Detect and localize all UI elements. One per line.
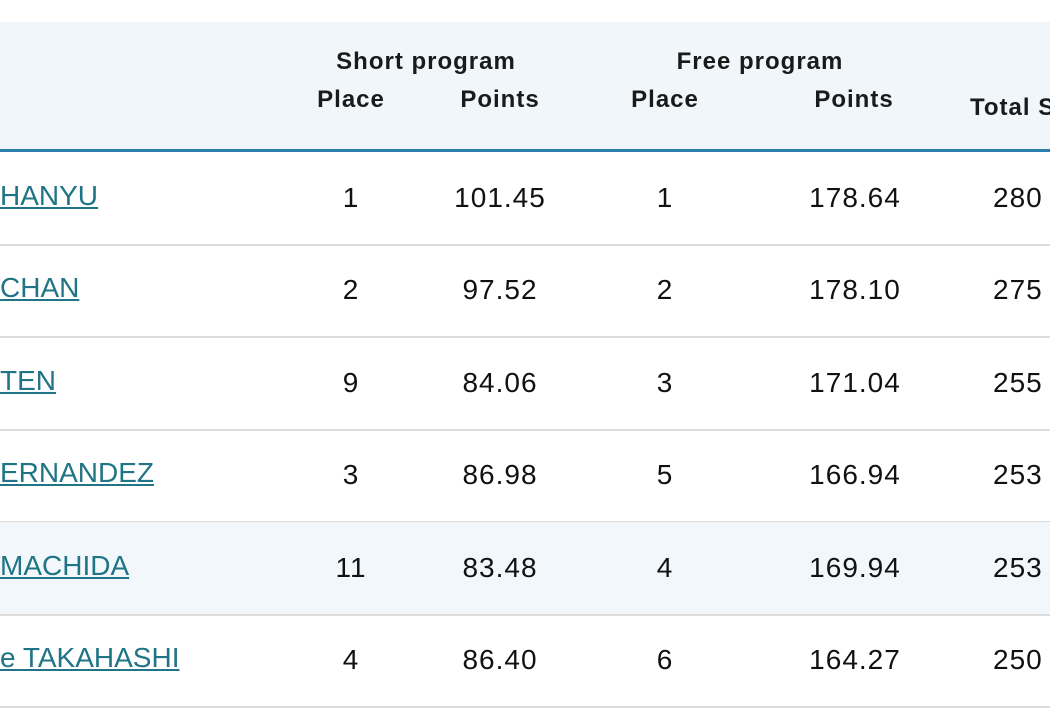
total-score-header: Total S (970, 94, 1050, 121)
fp-place: 1 (656, 182, 674, 213)
fp-place: 6 (656, 644, 674, 675)
fp-place: 5 (656, 459, 674, 491)
skater-name-link[interactable]: ERNANDEZ (0, 457, 155, 489)
table-row: TEN 9 84.06 3 171.04 255 (0, 337, 1050, 431)
sp-points: 86.98 (462, 459, 538, 491)
sp-points-header: Points (460, 86, 540, 113)
skater-name-link[interactable]: HANYU (0, 180, 99, 211)
total-score: 250 (993, 644, 1043, 675)
total-score: 253 (993, 551, 1043, 583)
fp-points: 169.94 (809, 551, 901, 583)
sp-points: 101.45 (454, 182, 546, 213)
sp-place-header: Place (317, 86, 385, 113)
total-score: 253 (993, 459, 1043, 491)
sp-points: 86.40 (462, 644, 538, 675)
total-score: 280 (993, 182, 1043, 213)
skater-name-link[interactable]: MACHIDA (0, 549, 130, 581)
table-row: e TAKAHASHI 4 86.40 6 164.27 250 (0, 614, 1050, 708)
table-header: Short program Free program Place Points … (0, 22, 1050, 152)
sp-place: 4 (342, 644, 360, 675)
short-program-header: Short program (336, 48, 516, 75)
sp-place: 1 (342, 182, 360, 213)
table-row: HANYU 1 101.45 1 178.64 280 (0, 152, 1050, 246)
fp-place: 2 (656, 274, 674, 306)
sp-place: 2 (342, 274, 360, 306)
table-row: ERNANDEZ 3 86.98 5 166.94 253 (0, 429, 1050, 524)
free-program-header: Free program (676, 48, 844, 75)
sp-place: 3 (342, 459, 360, 491)
total-score: 275 (993, 274, 1043, 306)
table-row: MACHIDA 11 83.48 4 169.94 253 (0, 521, 1050, 616)
sp-place: 9 (342, 366, 360, 398)
skater-name-link[interactable]: CHAN (0, 272, 80, 304)
sp-points: 97.52 (462, 274, 538, 306)
fp-points: 166.94 (809, 459, 901, 491)
fp-place: 3 (656, 366, 674, 398)
fp-place: 4 (656, 551, 674, 583)
fp-points: 164.27 (809, 644, 901, 675)
fp-place-header: Place (631, 86, 699, 113)
total-score: 255 (993, 366, 1043, 398)
fp-points-header: Points (814, 86, 894, 113)
table-row: CHAN 2 97.52 2 178.10 275 (0, 244, 1050, 339)
sp-points: 84.06 (462, 366, 538, 398)
sp-place: 11 (335, 551, 367, 583)
skater-name-link[interactable]: TEN (0, 364, 56, 396)
fp-points: 171.04 (809, 366, 901, 398)
sp-points: 83.48 (462, 551, 538, 583)
skater-name-link[interactable]: e TAKAHASHI (0, 642, 180, 673)
fp-points: 178.10 (809, 274, 901, 306)
fp-points: 178.64 (809, 182, 901, 213)
